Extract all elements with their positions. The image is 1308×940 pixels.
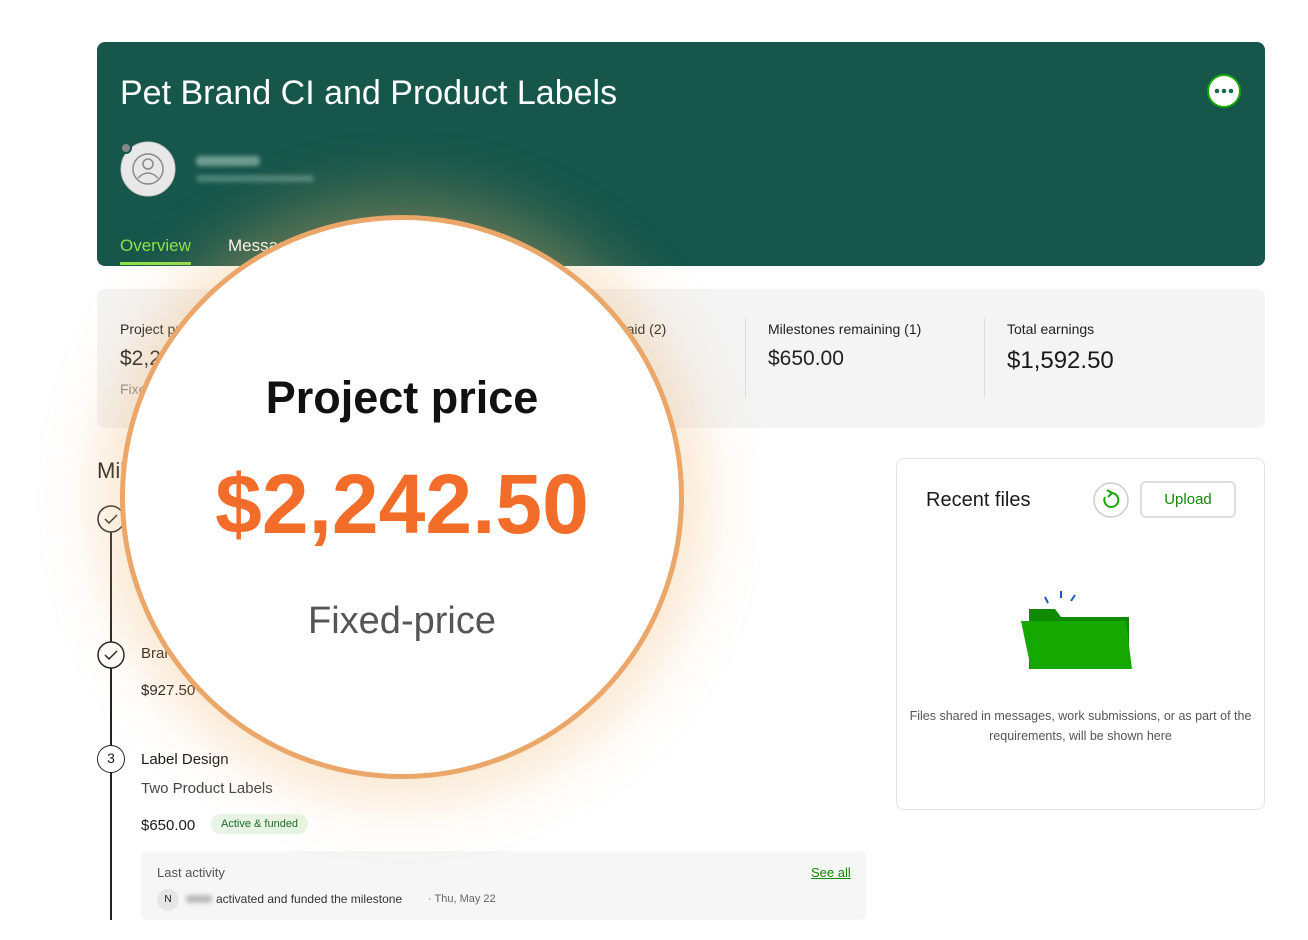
milestone-number: 3	[97, 745, 125, 773]
zoom-note: Fixed-price	[308, 600, 496, 642]
zoom-circle	[120, 215, 684, 779]
stat-label: Milestones remaining (1)	[768, 321, 922, 337]
zoom-value: $2,242.50	[215, 457, 589, 551]
activity-date: · Thu, May 22	[428, 893, 496, 905]
milestone-amount: $927.50	[141, 682, 196, 699]
folder-illustration	[1021, 591, 1132, 669]
activity-avatar: N	[157, 889, 179, 911]
stat-value: $650.00	[768, 347, 844, 370]
status-badge: Active & funded	[211, 814, 309, 834]
more-button[interactable]	[1206, 73, 1242, 109]
client-avatar	[120, 141, 176, 197]
header	[97, 42, 1265, 266]
activity-text: activated and funded the milestone	[216, 892, 403, 906]
milestone-name: Label Design	[141, 751, 229, 768]
timeline	[110, 518, 112, 920]
zoom-label: Project price	[265, 372, 539, 423]
milestone-amount: $650.00	[141, 817, 196, 834]
activity-box	[141, 851, 866, 920]
blurred-name	[196, 156, 260, 166]
blurred-location	[196, 175, 314, 182]
files-title: Recent files	[926, 489, 1031, 511]
divider	[745, 318, 746, 398]
see-all-link[interactable]: See all	[811, 865, 851, 880]
milestone-check	[97, 641, 125, 669]
stat-label: Total earnings	[1007, 321, 1095, 337]
refresh-button[interactable]	[1092, 481, 1130, 519]
tab-overview[interactable]: Overview	[120, 236, 191, 265]
project-title: Pet Brand CI and Product Labels	[120, 74, 618, 112]
blurred-name	[186, 895, 212, 903]
activity-title: Last activity	[157, 865, 225, 880]
upload-button[interactable]: Upload	[1140, 481, 1236, 518]
stat-value: $1,592.50	[1007, 347, 1114, 374]
divider	[984, 318, 985, 398]
files-empty-text: Files shared in messages, work submissio…	[909, 709, 1252, 743]
milestone-description: Two Product Labels	[141, 780, 273, 797]
